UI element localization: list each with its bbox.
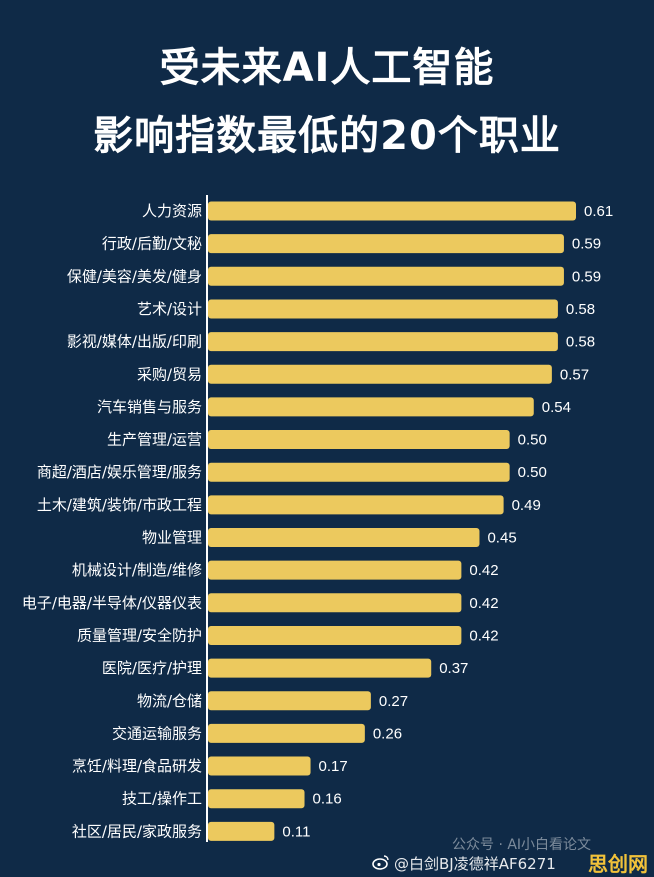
value-label: 0.11	[282, 823, 310, 840]
category-label: 质量管理/安全防护	[77, 626, 202, 644]
category-label: 保健/美容/美发/健身	[67, 267, 202, 285]
bar	[208, 528, 480, 547]
public-account-watermark: 公众号 · AI小白看论文	[452, 837, 592, 853]
bar	[208, 299, 558, 319]
value-label: 0.26	[373, 725, 402, 742]
value-label: 0.37	[439, 660, 468, 677]
weibo-watermark: @白剑BJ凌德祥AF6271	[394, 855, 556, 873]
chart-title-line-2: 影响指数最低的20个职业	[93, 113, 561, 159]
value-label: 0.54	[542, 399, 571, 416]
bar	[208, 462, 510, 482]
category-label: 电子/电器/半导体/仪器仪表	[22, 594, 202, 612]
value-label: 0.16	[313, 791, 342, 808]
bar	[208, 756, 311, 776]
category-label: 艺术/设计	[137, 300, 202, 318]
category-label: 商超/酒店/娱乐管理/服务	[37, 463, 202, 481]
value-label: 0.57	[560, 366, 589, 383]
bar	[208, 266, 564, 286]
category-label: 土木/建筑/装饰/市政工程	[37, 496, 202, 514]
bar	[208, 234, 564, 254]
value-label: 0.61	[584, 203, 613, 220]
category-label: 物流/仓储	[137, 692, 202, 710]
value-label: 0.58	[566, 301, 595, 318]
weibo-icon	[372, 855, 389, 870]
category-label: 物业管理	[142, 529, 202, 547]
value-label: 0.59	[572, 236, 601, 253]
category-label: 影视/媒体/出版/印刷	[67, 333, 202, 351]
category-label: 行政/后勤/文秘	[102, 235, 202, 253]
bar	[208, 593, 462, 613]
category-label: 汽车销售与服务	[97, 398, 202, 416]
value-label: 0.50	[518, 464, 547, 481]
category-label: 生产管理/运营	[107, 431, 202, 449]
category-label: 医院/医疗/护理	[102, 659, 202, 677]
bar	[208, 723, 365, 743]
category-label: 人力资源	[142, 202, 202, 220]
category-label: 交通运输服务	[112, 724, 202, 742]
value-label: 0.59	[572, 268, 601, 285]
bar	[208, 821, 275, 841]
value-label: 0.58	[566, 334, 595, 351]
category-label: 机械设计/制造/维修	[72, 561, 202, 579]
bar	[208, 560, 462, 580]
value-label: 0.27	[379, 693, 408, 710]
bar	[208, 691, 371, 711]
bar	[208, 658, 432, 678]
value-label: 0.45	[487, 530, 516, 547]
bar	[208, 364, 552, 384]
bar	[208, 430, 510, 450]
category-label: 采购/贸易	[137, 365, 202, 383]
bar	[208, 625, 462, 645]
site-logo-watermark: 思创网	[588, 852, 648, 876]
bar	[208, 789, 305, 809]
value-label: 0.17	[319, 758, 348, 775]
bar	[208, 201, 576, 221]
bar	[208, 495, 504, 515]
category-label: 技工/操作工	[122, 790, 202, 808]
value-label: 0.42	[469, 562, 498, 579]
value-label: 0.49	[512, 497, 541, 514]
value-label: 0.42	[469, 627, 498, 644]
category-label: 烹饪/料理/食品研发	[72, 757, 202, 775]
value-label: 0.50	[518, 432, 547, 449]
bar	[208, 397, 534, 417]
bar	[208, 332, 558, 352]
value-label: 0.42	[469, 595, 498, 612]
category-label: 社区/居民/家政服务	[72, 822, 202, 840]
chart-title-line-1: 受未来AI人工智能	[159, 45, 495, 91]
